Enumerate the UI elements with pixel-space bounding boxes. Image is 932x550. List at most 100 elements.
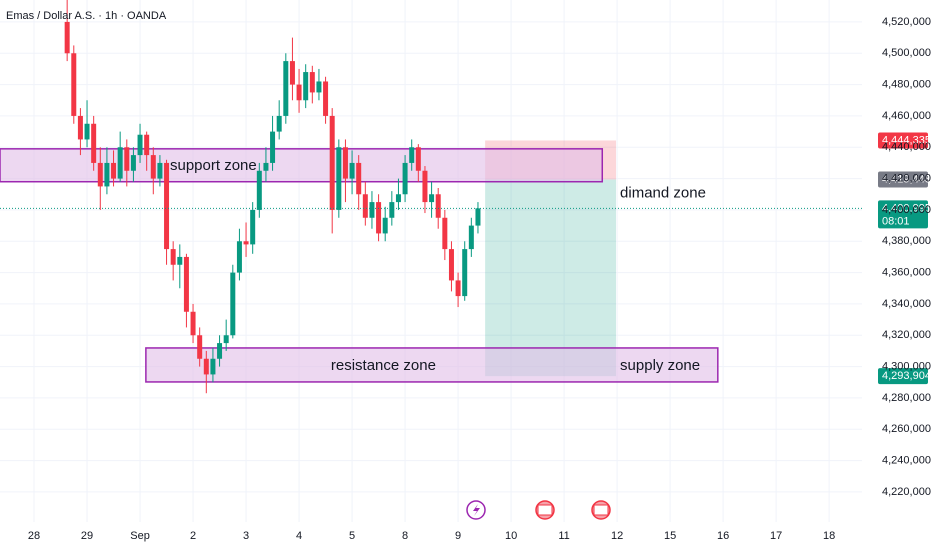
zone-label: support zone [170, 157, 257, 174]
candle-body [422, 170, 428, 203]
y-tick-label: 4,300,000 [882, 360, 931, 372]
y-tick-label: 4,380,000 [882, 235, 931, 247]
y-tick-label: 4,360,000 [882, 266, 931, 278]
candle-body [323, 81, 329, 116]
candle-body [236, 241, 242, 273]
price-timer: 08:01 [882, 215, 910, 227]
candle-body [362, 194, 368, 218]
target-area [485, 179, 617, 377]
x-tick-label: 15 [664, 530, 676, 542]
candle-body [210, 358, 216, 375]
candle-body [395, 194, 401, 203]
zone [145, 347, 719, 383]
price-label: 4,419,448 [882, 173, 931, 185]
x-tick-label: 10 [505, 530, 517, 542]
candle-body [448, 249, 454, 281]
candle-body [409, 147, 415, 163]
price-label-box [878, 368, 928, 385]
candle-body [111, 162, 117, 179]
candle-body [276, 115, 282, 132]
candle-body [217, 343, 223, 359]
candle-body [442, 217, 448, 250]
y-tick-label: 4,500,000 [882, 47, 931, 59]
y-tick-label: 4,320,000 [882, 329, 931, 341]
candle-body [223, 335, 229, 344]
y-tick-label: 4,340,000 [882, 298, 931, 310]
candle-body [84, 123, 90, 140]
annotation: dimand zone [620, 184, 706, 201]
candle-body [97, 162, 103, 187]
candle-body [250, 209, 256, 245]
price-label-box [878, 200, 928, 229]
candle-body [415, 147, 421, 171]
y-tick-label: 4,260,000 [882, 423, 931, 435]
candle-body [170, 249, 176, 265]
price-label: 4,293,904 [882, 370, 931, 382]
x-tick-label: 2 [190, 530, 196, 542]
candle-body [356, 162, 362, 195]
y-tick-label: 4,240,000 [882, 454, 931, 466]
candle-body [475, 208, 481, 226]
candle-body [402, 162, 408, 195]
x-tick-label: 4 [296, 530, 302, 542]
candle-body [177, 256, 183, 265]
x-tick-label: 8 [402, 530, 408, 542]
candle-body [349, 162, 355, 179]
candle-body [137, 134, 143, 156]
candle-body [303, 72, 309, 101]
price-label: 4,444,335 [882, 134, 931, 146]
candle-body [389, 202, 395, 218]
chart-title: Emas / Dollar A.S. · 1h · OANDA [6, 10, 167, 22]
zone-label: resistance zone [331, 357, 436, 374]
flag-icon [537, 504, 553, 516]
price-label-box [878, 171, 928, 188]
x-tick-label: 11 [558, 530, 569, 542]
candle-body [435, 194, 441, 218]
y-tick-label: 4,440,000 [882, 141, 931, 153]
x-tick-label: Sep [130, 530, 150, 542]
candle-body [369, 202, 375, 218]
x-tick-label: 16 [717, 530, 729, 542]
candle-body [316, 81, 322, 93]
candle-body [91, 123, 97, 163]
x-tick-label: 18 [823, 530, 835, 542]
candle-body [256, 170, 262, 210]
candle-body [77, 115, 83, 140]
zone [0, 148, 604, 183]
annotation: supply zone [620, 357, 700, 374]
candle-body [243, 241, 249, 245]
candle-body [230, 272, 236, 336]
candle-body [283, 61, 289, 116]
candle-body [462, 249, 468, 297]
x-tick-label: 28 [28, 530, 40, 542]
y-tick-label: 4,460,000 [882, 110, 931, 122]
candle-body [124, 147, 130, 171]
event-icons[interactable] [466, 500, 611, 520]
candle-body [336, 147, 342, 210]
candle-body [289, 61, 295, 85]
candle-body [342, 147, 348, 179]
candle-body [455, 280, 461, 297]
x-tick-label: 9 [455, 530, 461, 542]
flag-icon [593, 504, 609, 516]
y-tick-label: 4,220,000 [882, 486, 931, 498]
candle-body [150, 155, 156, 179]
candle-body [164, 162, 170, 250]
candle-body [429, 194, 435, 203]
candle-body [296, 84, 302, 101]
y-tick-label: 4,520,000 [882, 16, 931, 28]
candle-body [197, 335, 203, 359]
y-tick-label: 4,280,000 [882, 392, 931, 404]
y-tick-label: 4,480,000 [882, 79, 931, 91]
y-tick-label: 4,400,000 [882, 204, 931, 216]
x-tick-label: 29 [81, 530, 93, 542]
candle-body [130, 155, 136, 171]
candle-body [203, 358, 209, 375]
candle-body [64, 21, 70, 54]
candle-body [263, 162, 269, 171]
x-tick-label: 5 [349, 530, 355, 542]
candle-body [144, 134, 150, 156]
candle-body [104, 162, 110, 187]
price-label-box [878, 132, 928, 149]
